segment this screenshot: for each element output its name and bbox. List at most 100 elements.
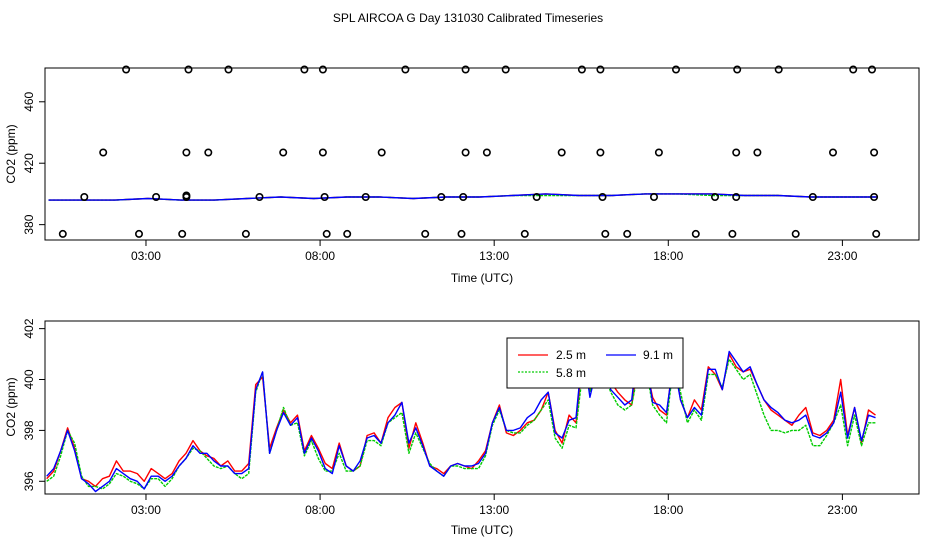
top-data-point <box>421 229 430 238</box>
top-x-tick-label: 13:00 <box>479 249 509 263</box>
top-series-9-1-m <box>48 193 878 201</box>
bottom-series-5-8-m <box>46 358 876 490</box>
top-data-point <box>320 193 329 202</box>
top-data-point <box>178 229 187 238</box>
top-data-point <box>461 148 470 157</box>
bottom-y-tick-label: 400 <box>22 369 36 389</box>
top-data-point <box>152 193 161 202</box>
bottom-x-tick-label: 08:00 <box>305 503 335 517</box>
top-data-point <box>80 193 89 202</box>
top-data-point <box>828 148 837 157</box>
top-data-point <box>710 193 719 202</box>
legend-label-2-5m: 2.5 m <box>556 348 586 362</box>
top-data-point <box>520 229 529 238</box>
top-data-point <box>377 148 386 157</box>
top-plot-frame <box>44 67 920 241</box>
top-data-point <box>482 148 491 157</box>
top-data-point <box>867 65 876 74</box>
bottom-y-axis: 396 398 400 402 <box>22 318 45 491</box>
top-x-tick-label: 18:00 <box>653 249 683 263</box>
top-data-point <box>671 65 680 74</box>
top-data-point <box>733 65 742 74</box>
legend-label-9-1m: 9.1 m <box>643 348 673 362</box>
top-data-point <box>58 229 67 238</box>
top-data-point <box>557 148 566 157</box>
bottom-x-tick-label: 23:00 <box>827 503 857 517</box>
top-data-point <box>870 148 879 157</box>
bottom-series-group <box>46 338 876 493</box>
top-data-point <box>300 65 309 74</box>
top-data-point <box>204 148 213 157</box>
top-data-point <box>184 65 193 74</box>
bottom-y-axis-label: CO2 (ppm) <box>4 377 18 436</box>
top-y-tick-label: 380 <box>22 214 36 234</box>
bottom-x-tick-label: 18:00 <box>653 503 683 517</box>
top-data-point <box>279 148 288 157</box>
top-data-point <box>318 148 327 157</box>
top-data-point <box>241 229 250 238</box>
top-y-axis: 380 420 460 <box>22 91 45 235</box>
bottom-x-tick-label: 03:00 <box>131 503 161 517</box>
top-x-tick-label: 03:00 <box>131 249 161 263</box>
bottom-plot-frame <box>44 320 920 495</box>
top-data-point <box>224 65 233 74</box>
legend: 2.5 m 9.1 m 5.8 m <box>506 337 684 389</box>
top-data-point <box>532 193 541 202</box>
figure-title: SPL AIRCOA G Day 131030 Calibrated Times… <box>333 11 603 25</box>
top-data-point <box>753 148 762 157</box>
top-x-axis-label: Time (UTC) <box>451 271 513 285</box>
top-data-point <box>122 65 131 74</box>
top-data-point <box>322 229 331 238</box>
top-data-point <box>601 229 610 238</box>
top-points-group <box>58 65 881 238</box>
top-data-point <box>318 65 327 74</box>
top-data-point <box>849 65 858 74</box>
top-data-point <box>459 193 468 202</box>
top-data-point <box>623 229 632 238</box>
top-data-point <box>598 193 607 202</box>
top-data-point <box>808 193 817 202</box>
top-data-point <box>99 148 108 157</box>
top-data-point <box>182 191 191 200</box>
top-data-point <box>457 229 466 238</box>
top-panel: 03:00 08:00 13:00 18:00 23:00 380 420 460 Time… <box>4 65 920 285</box>
bottom-y-tick-label: 396 <box>22 471 36 491</box>
bottom-x-axis-label: Time (UTC) <box>451 523 513 537</box>
top-data-point <box>732 148 741 157</box>
bottom-x-axis: 03:00 08:00 13:00 18:00 23:00 <box>131 494 858 517</box>
bottom-x-tick-label: 13:00 <box>479 503 509 517</box>
top-data-point <box>255 193 264 202</box>
top-data-point <box>691 229 700 238</box>
top-data-point <box>870 193 879 202</box>
legend-label-5-8m: 5.8 m <box>556 366 586 380</box>
top-data-point <box>343 229 352 238</box>
top-y-tick-label: 460 <box>22 91 36 111</box>
top-x-tick-label: 23:00 <box>827 249 857 263</box>
top-series-group <box>48 193 878 201</box>
top-data-point <box>401 65 410 74</box>
top-data-point <box>182 148 191 157</box>
top-data-point <box>732 193 741 202</box>
top-data-point <box>361 193 370 202</box>
bottom-y-tick-label: 402 <box>22 318 36 338</box>
top-data-point <box>577 65 586 74</box>
top-data-point <box>596 148 605 157</box>
legend-box <box>506 337 684 389</box>
top-data-point <box>461 65 470 74</box>
top-x-axis: 03:00 08:00 13:00 18:00 23:00 <box>131 240 858 263</box>
top-data-point <box>649 193 658 202</box>
top-data-point <box>596 65 605 74</box>
top-data-point <box>437 193 446 202</box>
top-data-point <box>872 229 881 238</box>
top-data-point <box>791 229 800 238</box>
top-data-point <box>501 65 510 74</box>
top-data-point <box>654 148 663 157</box>
bottom-y-tick-label: 398 <box>22 420 36 440</box>
top-y-axis-label: CO2 (ppm) <box>4 124 18 183</box>
bottom-series-9-1-m <box>46 338 876 493</box>
top-data-point <box>135 229 144 238</box>
top-data-point <box>774 65 783 74</box>
top-data-point <box>728 229 737 238</box>
top-y-tick-label: 420 <box>22 153 36 173</box>
